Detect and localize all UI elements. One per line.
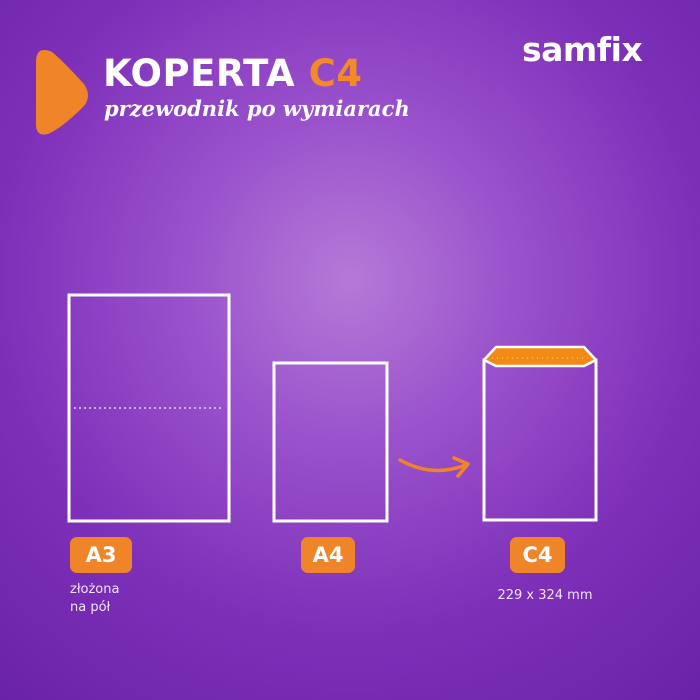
play-triangle-icon bbox=[36, 50, 88, 135]
title-accent: C4 bbox=[308, 52, 363, 95]
badge-c4: C4 bbox=[510, 537, 565, 573]
a3-note-line1: złożona bbox=[70, 582, 120, 597]
a3-note: złożona na pół bbox=[70, 581, 119, 617]
a3-sheet bbox=[67, 293, 231, 523]
c4-envelope bbox=[482, 358, 598, 522]
title-main: KOPERTA bbox=[103, 52, 296, 95]
a3-note-line2: na pół bbox=[70, 600, 111, 615]
c4-dimensions: 229 x 324 mm bbox=[497, 588, 593, 603]
page-subtitle: przewodnik po wymiarach bbox=[104, 96, 410, 121]
a4-sheet bbox=[272, 361, 389, 523]
badge-a4: A4 bbox=[301, 537, 355, 573]
arrow-icon bbox=[398, 456, 470, 478]
page-title: KOPERTA C4 bbox=[103, 52, 362, 96]
badge-a3: A3 bbox=[70, 537, 132, 573]
c4-envelope-flap bbox=[482, 345, 598, 368]
brand-logo: samfix bbox=[522, 30, 643, 69]
